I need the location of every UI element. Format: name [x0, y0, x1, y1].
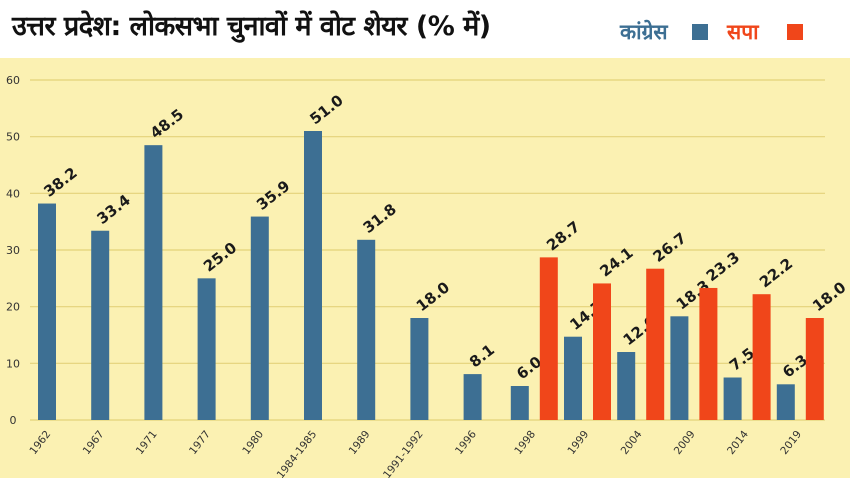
data-label-congress: 33.4	[94, 191, 134, 228]
bar-congress	[670, 316, 689, 420]
legend-label-0: कांग्रेस	[620, 20, 668, 44]
data-label-sp: 18.0	[809, 278, 849, 315]
x-tick-label: 1989	[347, 428, 373, 456]
y-tick-label: 40	[6, 187, 20, 200]
x-tick-label: 2009	[672, 428, 698, 456]
data-label-congress: 8.1	[466, 341, 498, 372]
bar-congress	[144, 145, 163, 420]
data-label-sp: 23.3	[703, 248, 743, 285]
bar-sp	[646, 268, 665, 420]
x-tick-label: 1991-1992	[381, 428, 426, 478]
x-tick-label: 1971	[134, 428, 160, 456]
bar-congress	[91, 230, 110, 420]
bar-congress	[564, 336, 582, 420]
data-label-congress: 18.0	[413, 278, 453, 315]
header: उत्तर प्रदेश: लोकसभा चुनावों में वोट शेय…	[0, 0, 850, 58]
legend-label-1: सपा	[727, 20, 759, 44]
data-label-congress: 35.9	[253, 177, 293, 214]
data-label-sp: 22.2	[756, 254, 796, 291]
chart-title: उत्तर प्रदेश: लोकसभा चुनावों में वोट शेय…	[12, 11, 491, 42]
bar-congress	[410, 318, 429, 420]
data-label-sp: 26.7	[650, 229, 690, 266]
x-tick-label: 1996	[453, 428, 479, 457]
bar-congress	[617, 352, 636, 420]
x-tick-label: 1977	[187, 428, 213, 456]
legend-swatch-1	[787, 24, 803, 40]
legend-swatch-0	[692, 24, 708, 40]
x-tick-label: 1999	[565, 428, 591, 456]
bar-congress	[776, 384, 795, 420]
bar-sp	[699, 287, 718, 420]
x-tick-label: 2004	[619, 428, 645, 457]
bar-sp	[752, 294, 771, 420]
x-tick-label: 1984-1985	[275, 428, 320, 478]
plot-area: 0 10 20 30 40 50 60 38.2 1962 33.4 1967 48.5 1971 25.…	[0, 58, 850, 478]
y-tick-label: 20	[6, 301, 20, 314]
y-tick-label: 30	[6, 244, 20, 257]
bar-congress	[723, 377, 742, 420]
data-label-congress: 31.8	[360, 200, 400, 237]
y-tick-label: 60	[6, 74, 20, 87]
bar-congress	[304, 131, 322, 420]
bar-congress	[463, 374, 482, 420]
x-tick-label: 2014	[725, 428, 751, 457]
bar-congress	[510, 386, 529, 420]
bar-congress	[250, 216, 269, 420]
x-tick-label: 1998	[512, 428, 538, 456]
x-tick-label: 1967	[81, 428, 107, 456]
bar-congress	[197, 278, 216, 420]
bar-sp	[593, 283, 611, 420]
data-label-sp: 28.7	[543, 218, 583, 255]
bar-sp	[805, 318, 824, 420]
data-label-congress: 25.0	[200, 239, 240, 276]
y-tick-label: 50	[6, 131, 20, 144]
data-label-congress: 51.0	[306, 91, 346, 128]
data-label-congress: 38.2	[40, 164, 80, 201]
bar-chart: 010203040506038.2196233.4196748.5197125.…	[6, 74, 849, 478]
bar-congress	[38, 203, 56, 420]
bar-congress	[357, 239, 376, 420]
x-tick-label: 1962	[27, 428, 53, 456]
y-tick-label: 10	[6, 357, 20, 370]
data-label-sp: 24.1	[596, 244, 636, 281]
y-tick-label: 0	[10, 414, 17, 427]
bar-sp	[539, 257, 558, 420]
x-tick-label: 2019	[778, 428, 804, 456]
x-tick-label: 1980	[240, 428, 266, 456]
